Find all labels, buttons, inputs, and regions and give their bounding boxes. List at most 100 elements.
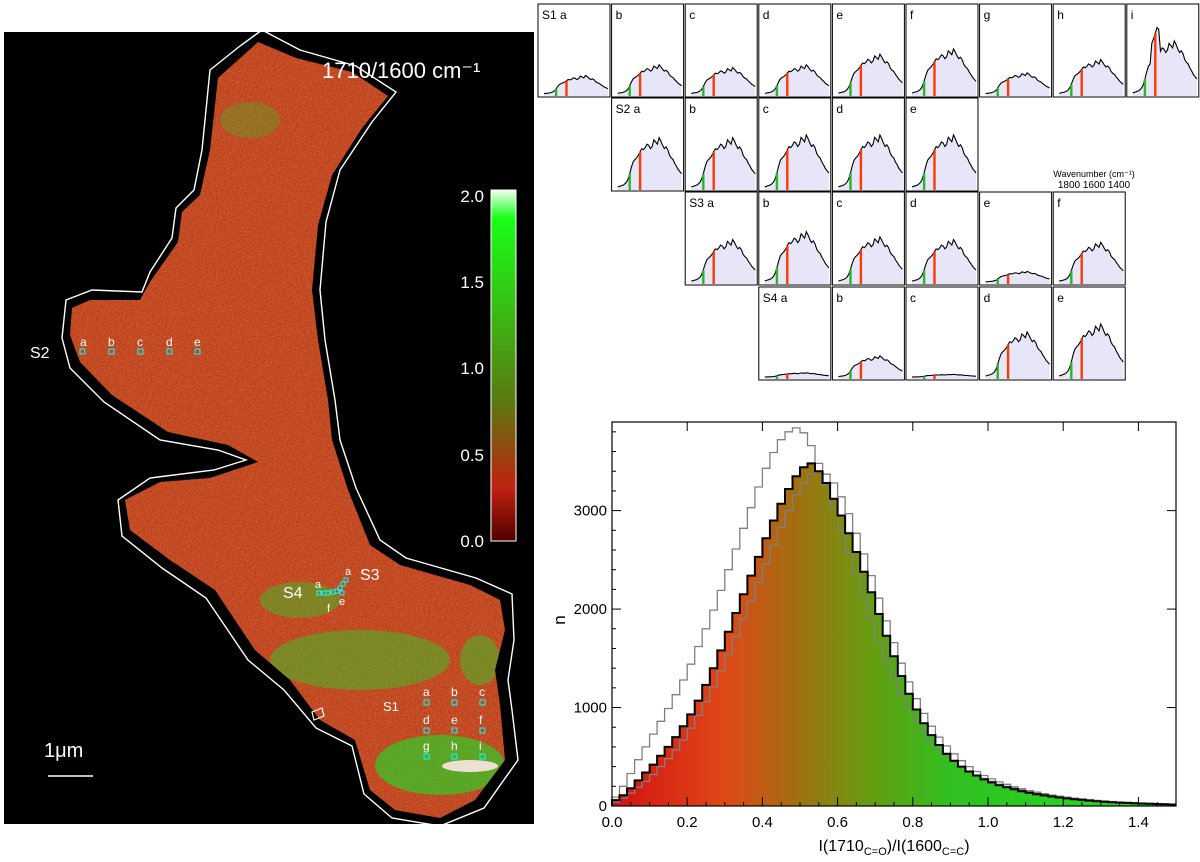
histogram-bar [815,471,823,806]
histogram-bar [830,498,838,806]
spectrum-line [912,373,977,378]
histogram-bar [1085,800,1094,806]
site-point-label: h [451,739,458,753]
spectrum-fill [764,372,829,379]
x-axis-label-part: )/I(1600 [887,838,942,855]
site-marker [337,585,343,591]
spectrum-fill [544,75,608,96]
site-point-label: e [339,596,345,608]
spectrum-line [1059,58,1124,94]
spectrum-label: c [910,291,916,305]
map-title: 1710/1600 cm⁻¹ [322,58,480,83]
site-marker [479,727,486,734]
site-marker [479,753,486,760]
site-group-label: S2 [30,345,50,362]
site-marker [108,348,115,355]
site-point-label: e [451,713,458,727]
wavenumber-axis-note: Wavenumber (cm⁻¹) 1800 1600 1400 [1053,169,1134,191]
histogram-bar [875,614,884,806]
site-marker [343,577,349,583]
site-marker [316,590,322,596]
histogram-bar [672,737,680,806]
site-s2-c: c [137,335,144,355]
histogram-bar [980,779,989,806]
spectrum-panel: c [905,286,979,381]
histogram-bar [739,594,748,806]
colorbar-ticks: 2.0 1.5 1.0 0.5 0.0 [460,187,484,551]
spectrum-label: f [910,8,914,22]
spectrum-line [1059,240,1124,282]
spectrum-panel: h [1052,3,1126,98]
y-tick-label: 3000 [574,503,607,520]
spectrum-label: g [984,8,991,22]
x-axis-label-subscript: C=C [942,846,964,858]
spectrum-line [691,238,756,282]
histogram-bar [702,684,711,806]
wavenumber-tick-label: 1800 [1058,180,1081,191]
site-point-label: e [194,335,201,349]
histogram-bar [867,592,876,806]
site-group-label: S3 [360,567,380,584]
histogram-bar [995,785,1004,806]
histogram-bar [717,650,726,806]
site-marker [330,589,336,595]
spectrum-label: b [763,196,770,210]
site-marker [423,753,430,760]
site-marker [79,348,86,355]
spectrum-fill [691,67,756,96]
y-tick-label: 1000 [574,700,607,717]
histogram-bar [1018,791,1026,806]
histogram-bar [972,775,981,806]
histogram-bar [627,788,635,806]
spectrum-label: h [1057,8,1064,22]
histogram-bar [792,476,801,806]
spectrum-fill [838,54,903,96]
site-group-s2: S2 a b c d e [30,335,201,362]
histogram-bar [769,520,778,806]
spectrum-line [838,133,903,188]
histogram-bar [1145,803,1154,806]
spectrum-fill [838,135,903,190]
spectrum-line [691,66,756,94]
chemical-map-panel: 1710/1600 cm⁻¹ 2.0 1.5 1.0 0.5 0.0 1μm S… [4,29,534,827]
histogram-bar [882,635,891,806]
site-point-label: a [345,566,352,578]
histogram-bar [732,613,741,806]
spectrum-panel: d [758,3,832,98]
spectrum-line [617,136,683,188]
spectrum-fill [764,64,829,96]
histogram-bar [837,515,846,806]
histogram-bar [642,772,650,806]
spectrum-panel: c [831,191,905,286]
spectrum-label: d [910,196,917,210]
histogram-bar [709,668,718,806]
x-axis-label-part: I(1710 [818,838,863,855]
spectrum-panel: g [979,3,1053,98]
spectrum-fill [985,72,1050,96]
spectrum-label: S3 a [689,196,714,210]
histogram-bar [1003,787,1011,806]
site-marker [423,727,430,734]
colorbar-tick-label: 1.5 [460,273,484,292]
spectrum-label: e [984,196,991,210]
y-tick-label: 2000 [574,601,607,618]
histogram-axes: 0.0 0.2 0.4 0.6 0.8 1.0 1.2 1.4 0 1000 2000 3000 [574,422,1176,831]
spectrum-fill [838,355,903,379]
histogram-bar [920,723,929,806]
site-s2-b: b [108,335,115,355]
x-tick-label: 1.2 [1053,814,1074,831]
site-point-label: c [479,685,485,699]
site-group-s1: S1 a b c d e f g h i [383,685,486,760]
spectrum-label: c [836,196,842,210]
site-group-s4: S4 a [283,579,331,602]
histogram-bar [1010,789,1019,806]
spectrum-label: b [616,8,623,22]
x-tick-label: 0.2 [677,814,698,831]
spectrum-label: i [1131,8,1134,22]
spectrum-label: b [689,102,696,116]
spectrum-panel: d [831,97,905,192]
spectrum-line [764,63,830,94]
site-point-label: b [451,685,458,699]
histogram-bar [897,676,906,806]
